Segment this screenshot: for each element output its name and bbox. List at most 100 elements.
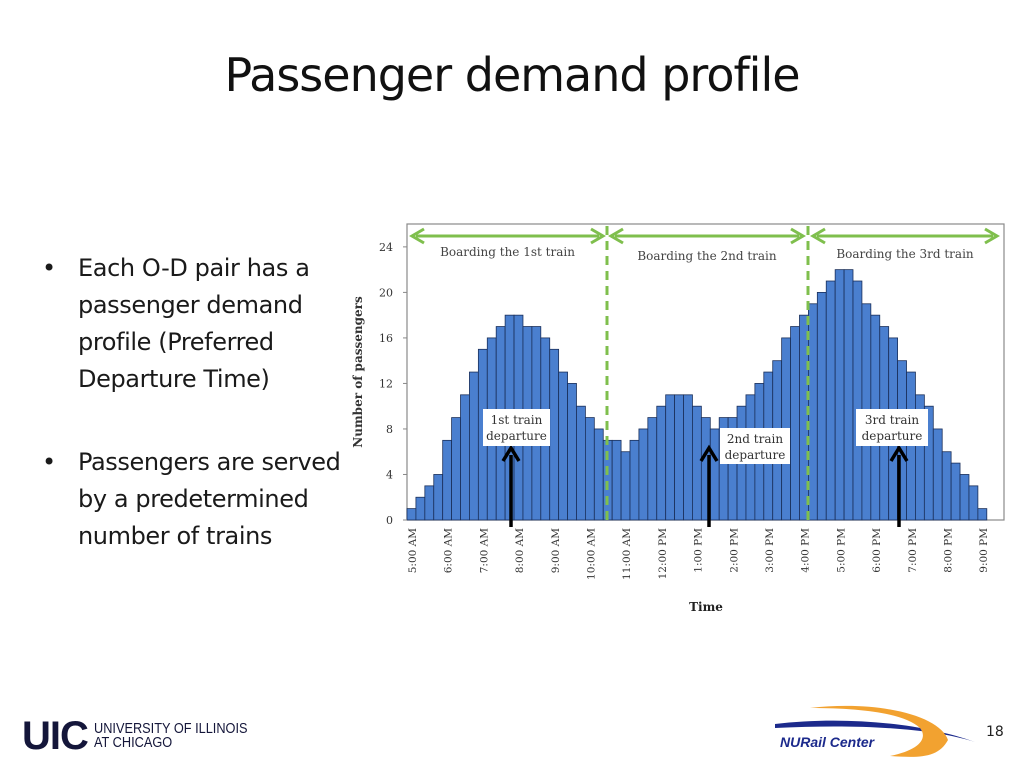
nurail-label: NURail Center [780,734,876,750]
uic-wordmark: UNIVERSITY OF ILLINOIS AT CHICAGO [93,720,248,751]
y-tick-label: 12 [379,377,393,390]
bar [629,439,640,521]
y-tick-label: 0 [386,514,393,527]
bar [968,485,979,521]
uic-logo: UIC UNIVERSITY OF ILLINOIS AT CHICAGO [22,714,275,758]
y-tick-label: 24 [379,241,393,254]
boarding-windows: Boarding the 1st train Boarding the 2nd t… [409,226,1000,525]
nurail-orange-swoosh [810,705,948,757]
bar [665,394,675,521]
arrow-left-icon [810,227,826,245]
bar [941,451,952,521]
slide-title: Passenger demand profile [224,48,800,102]
bar [585,417,595,521]
y-tick-label: 16 [379,332,393,345]
y-tick-label: 20 [379,286,393,299]
nurail-logo: NURail Center [775,705,975,757]
arrow-up-icon [699,444,719,462]
x-tick-label: 8:00 AM [514,528,526,573]
departure-label: departure [862,429,923,443]
nurail-blue-swoosh [775,720,975,742]
bar [906,371,916,521]
departure-label: departure [725,448,786,462]
boarding-window-label: Boarding the 2nd train [637,249,777,263]
x-tick-label: 2:00 PM [728,528,740,573]
bar [692,405,702,521]
bar [683,394,693,521]
bar [469,371,479,521]
bullet-item: Passengers are served by a predetermined… [42,444,362,555]
x-tick-label: 9:00 AM [550,528,562,573]
arrow-left-icon [409,227,425,245]
arrow-right-icon [790,227,806,245]
x-tick-label: 11:00 AM [621,528,633,580]
departure-label: 1st train [491,413,543,427]
boarding-window-label: Boarding the 1st train [440,245,575,259]
y-axis-label: Number of passengers [351,296,365,448]
bar [567,383,577,521]
y-axis: 0 4 8 12 16 20 24 [379,241,407,527]
bullet-item: Each O-D pair has a passenger demand pro… [42,250,362,398]
y-tick-label: 4 [386,468,393,481]
bar [959,474,970,521]
bar [950,462,961,521]
x-tick-label: 4:00 PM [800,528,812,573]
bar [451,417,461,521]
bar [576,405,586,521]
bar [415,496,426,521]
bar [790,326,800,521]
demand-profile-chart: 0 4 8 12 16 20 24 5:00 AM 6:00 AM 7:00 AM 8:00 AM… [351,223,1005,614]
arrow-right-icon [590,227,606,245]
x-tick-label: 6:00 PM [871,528,883,573]
arrow-left-icon [608,227,624,245]
uic-mark: UIC [22,714,89,758]
x-tick-label: 7:00 PM [907,528,919,573]
arrow-up-icon [889,444,909,462]
bar [825,280,836,521]
departure-label: departure [486,429,547,443]
x-tick-label: 12:00 PM [657,528,669,580]
arrow-up-icon [501,444,521,462]
x-tick-label: 6:00 AM [443,528,455,573]
departure-annotations: 1st train departure 2nd train departure 3rd … [483,409,928,527]
bar [424,485,435,521]
x-tick-label: 5:00 AM [407,528,419,573]
bar [834,269,845,521]
x-tick-label: 3:00 PM [764,528,776,573]
x-tick-label: 7:00 AM [478,528,490,573]
bar [647,417,658,521]
x-axis-label: Time [689,600,723,614]
bar [808,303,818,521]
bar [406,508,417,521]
bar [620,451,631,521]
bar [932,428,943,521]
bullet-list: Each O-D pair has a passenger demand pro… [42,250,362,601]
departure-label: 3rd train [865,413,919,427]
bar [843,269,854,521]
boarding-window-label: Boarding the 3rd train [836,247,974,261]
bar [852,280,863,521]
bar [816,291,827,521]
bar [593,428,604,521]
departure-label: 2nd train [727,432,783,446]
bar [709,428,720,521]
x-tick-label: 1:00 PM [693,528,705,573]
x-tick-label: 9:00 PM [978,528,990,573]
page-number: 18 [986,724,1004,740]
x-tick-label: 5:00 PM [835,528,847,573]
bar [460,394,470,521]
bar [977,508,988,521]
bar [674,394,684,521]
bar [656,405,667,521]
bar [549,348,560,521]
arrow-right-icon [984,227,1000,245]
bar [558,371,568,521]
y-tick-label: 8 [386,423,393,436]
bar [442,439,452,521]
bar [433,474,444,521]
bar [611,439,622,521]
x-axis: 5:00 AM 6:00 AM 7:00 AM 8:00 AM 9:00 AM 10:00… [407,528,990,580]
x-tick-label: 10:00 AM [586,528,598,580]
x-tick-label: 8:00 PM [943,528,955,573]
bar [638,428,649,521]
